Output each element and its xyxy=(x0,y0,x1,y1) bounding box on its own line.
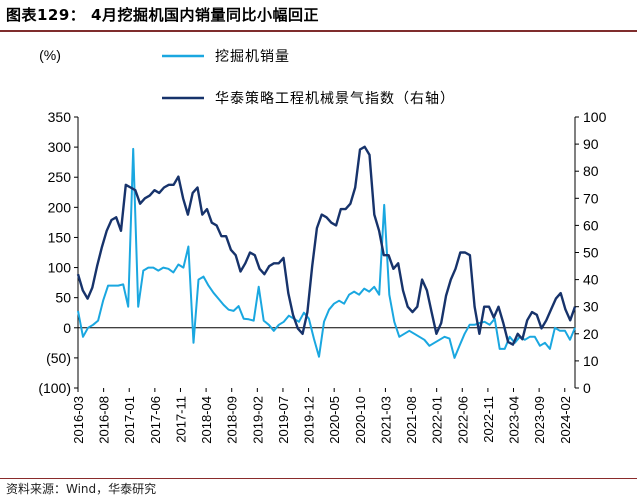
x-tick-label: 2020-10 xyxy=(353,396,368,444)
right-tick-label: 20 xyxy=(583,326,599,342)
x-tick-label: 2022-06 xyxy=(455,396,470,444)
x-tick-label: 2020-05 xyxy=(327,396,342,444)
left-tick-label: 250 xyxy=(48,169,72,185)
left-axis-unit: (%) xyxy=(39,47,61,63)
x-tick-label: 2024-02 xyxy=(558,396,573,444)
title-divider xyxy=(0,30,637,32)
right-tick-label: 0 xyxy=(583,380,591,396)
x-tick-label: 2019-12 xyxy=(302,396,317,444)
right-tick-label: 30 xyxy=(583,299,599,315)
x-tick-label: 2018-09 xyxy=(225,396,240,444)
x-tick-label: 2022-01 xyxy=(430,396,445,444)
series-line-excavator-sales xyxy=(77,147,576,359)
x-tick-label: 2023-09 xyxy=(532,396,547,444)
right-tick-label: 10 xyxy=(583,353,599,369)
right-tick-label: 50 xyxy=(583,245,599,261)
left-tick-label: (100) xyxy=(38,380,71,396)
left-tick-label: (50) xyxy=(46,350,71,366)
x-tick-label: 2021-03 xyxy=(378,396,393,444)
x-tick-label: 2021-08 xyxy=(404,396,419,444)
right-tick-label: 40 xyxy=(583,272,599,288)
series-line-machinery-index xyxy=(76,145,577,346)
source-divider xyxy=(0,478,637,479)
left-tick-label: 300 xyxy=(48,139,72,155)
left-tick-label: 100 xyxy=(48,260,72,276)
legend-item-excavator-sales-label: 挖掘机销量 xyxy=(215,48,290,64)
x-tick-label: 2016-03 xyxy=(71,396,86,444)
x-tick-label: 2016-08 xyxy=(97,396,112,444)
right-tick-label: 100 xyxy=(583,109,607,125)
figure-title: 图表129： 4月挖掘机国内销量同比小幅回正 xyxy=(6,6,319,24)
left-tick-label: 150 xyxy=(48,229,72,245)
chart-series-layer xyxy=(76,145,577,359)
right-tick-label: 80 xyxy=(583,163,599,179)
x-tick-label: 2018-04 xyxy=(199,396,214,444)
x-tick-label: 2022-11 xyxy=(481,396,496,443)
legend-item-machinery-index-label: 华泰策略工程机械景气指数（右轴） xyxy=(215,90,455,106)
left-tick-label: 50 xyxy=(55,290,71,306)
left-tick-label: 200 xyxy=(48,199,72,215)
left-tick-label: 0 xyxy=(63,320,71,336)
right-tick-label: 70 xyxy=(583,190,599,206)
x-tick-label: 2023-04 xyxy=(507,396,522,444)
x-tick-label: 2019-07 xyxy=(276,396,291,444)
right-tick-label: 90 xyxy=(583,136,599,152)
right-tick-label: 60 xyxy=(583,217,599,233)
x-tick-label: 2017-06 xyxy=(148,396,163,444)
x-tick-label: 2017-01 xyxy=(122,396,137,444)
left-tick-label: 350 xyxy=(48,109,72,125)
x-tick-label: 2019-02 xyxy=(250,396,265,444)
x-tick-label: 2017-11 xyxy=(173,396,188,443)
source-note: 资料来源：Wind，华泰研究 xyxy=(6,482,157,496)
chart-axes: (%) (100) (50) 0 50 100 150 200 250 300 350 0 10 20 30… xyxy=(38,47,606,444)
